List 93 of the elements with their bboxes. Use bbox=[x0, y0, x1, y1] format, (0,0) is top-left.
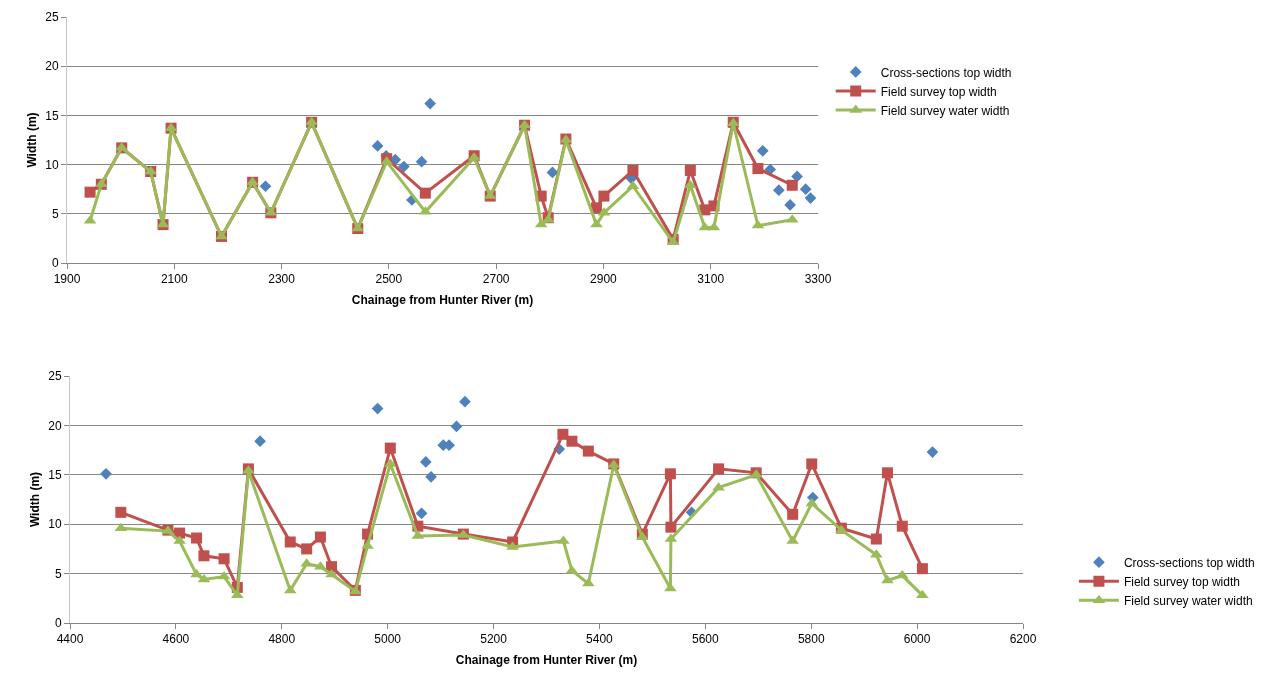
y-axis-title: Width (m) bbox=[24, 112, 39, 168]
x-tick-label: 2700 bbox=[482, 272, 510, 287]
y-tick-label: 0 bbox=[51, 256, 59, 271]
legend-label: Cross-sections top width bbox=[1123, 555, 1255, 570]
y-axis-title: Width (m) bbox=[27, 471, 42, 528]
point bbox=[398, 160, 410, 173]
point bbox=[772, 184, 785, 197]
point bbox=[752, 163, 764, 175]
point bbox=[581, 577, 595, 587]
point bbox=[254, 435, 266, 448]
point bbox=[371, 140, 384, 152]
point bbox=[415, 155, 428, 168]
y-tick-label: 5 bbox=[51, 207, 59, 221]
point bbox=[896, 520, 908, 532]
x-tick-label: 5200 bbox=[480, 632, 508, 647]
legend-label: Field survey water width bbox=[1123, 593, 1253, 608]
point bbox=[198, 550, 210, 562]
x-tick-label: 2900 bbox=[590, 272, 618, 287]
x-tick-label: 3300 bbox=[804, 272, 832, 287]
point bbox=[84, 186, 96, 198]
point bbox=[665, 521, 677, 533]
point bbox=[415, 507, 428, 520]
point bbox=[218, 553, 230, 565]
point bbox=[425, 470, 437, 483]
x-tick-label: 1900 bbox=[53, 272, 81, 287]
point bbox=[191, 532, 203, 544]
point bbox=[230, 589, 244, 599]
x-tick-label: 5600 bbox=[691, 632, 719, 647]
point bbox=[419, 187, 431, 199]
point bbox=[459, 395, 471, 408]
point bbox=[424, 97, 437, 110]
point bbox=[664, 468, 676, 480]
y-tick-label: 20 bbox=[45, 59, 59, 74]
x-tick-label: 6000 bbox=[903, 632, 931, 647]
x-tick-label: 4600 bbox=[162, 632, 190, 647]
y-tick-label: 5 bbox=[54, 566, 62, 581]
y-tick-label: 20 bbox=[48, 418, 62, 433]
point bbox=[881, 467, 893, 479]
x-tick-label: 2300 bbox=[268, 272, 296, 287]
point bbox=[713, 463, 725, 475]
legend-label: Cross-sections top width bbox=[880, 65, 1012, 80]
x-tick-label: 3100 bbox=[697, 272, 725, 287]
x-tick-label: 6200 bbox=[1009, 632, 1037, 647]
y-tick-label: 10 bbox=[45, 157, 59, 172]
y-tick-label: 25 bbox=[45, 10, 59, 25]
point bbox=[787, 508, 799, 520]
point bbox=[314, 531, 326, 543]
point bbox=[804, 192, 817, 204]
y-tick-label: 10 bbox=[48, 517, 62, 532]
point bbox=[259, 180, 272, 193]
y-tick-label: 0 bbox=[54, 616, 62, 631]
point bbox=[791, 170, 803, 183]
point bbox=[283, 584, 297, 594]
y-tick-label: 15 bbox=[48, 468, 62, 482]
x-tick-label: 5800 bbox=[797, 632, 825, 647]
point bbox=[806, 458, 818, 470]
x-axis-title: Chainage from Hunter River (m) bbox=[455, 653, 638, 668]
point bbox=[926, 446, 939, 458]
point bbox=[784, 199, 796, 211]
legend-label: Field survey top width bbox=[880, 84, 997, 99]
point bbox=[799, 183, 812, 196]
point bbox=[598, 190, 610, 202]
x-axis-title: Chainage from Hunter River (m) bbox=[351, 293, 534, 308]
point bbox=[627, 165, 639, 176]
point bbox=[100, 467, 112, 480]
point bbox=[916, 563, 928, 575]
point bbox=[284, 536, 296, 548]
point bbox=[805, 497, 819, 507]
point bbox=[450, 420, 463, 433]
point bbox=[557, 428, 569, 440]
x-tick-label: 4800 bbox=[268, 632, 296, 647]
x-tick-label: 5000 bbox=[374, 632, 402, 647]
point bbox=[582, 445, 594, 457]
y-tick-label: 25 bbox=[48, 369, 62, 384]
x-tick-label: 2500 bbox=[375, 272, 403, 287]
legend-label: Field survey water width bbox=[880, 103, 1010, 118]
legend-label: Field survey top width bbox=[1123, 574, 1240, 589]
point bbox=[566, 435, 578, 447]
x-tick-label: 5400 bbox=[586, 632, 614, 647]
point bbox=[870, 533, 882, 545]
point bbox=[756, 144, 769, 157]
point bbox=[115, 506, 127, 518]
point bbox=[683, 179, 697, 189]
point bbox=[371, 402, 384, 415]
point bbox=[419, 456, 432, 468]
y-tick-label: 15 bbox=[45, 108, 59, 123]
x-tick-label: 4400 bbox=[56, 632, 84, 647]
point bbox=[384, 442, 396, 454]
point bbox=[684, 165, 696, 176]
point bbox=[301, 543, 313, 555]
point bbox=[786, 179, 798, 191]
point bbox=[916, 589, 929, 599]
x-tick-label: 2100 bbox=[160, 272, 188, 287]
